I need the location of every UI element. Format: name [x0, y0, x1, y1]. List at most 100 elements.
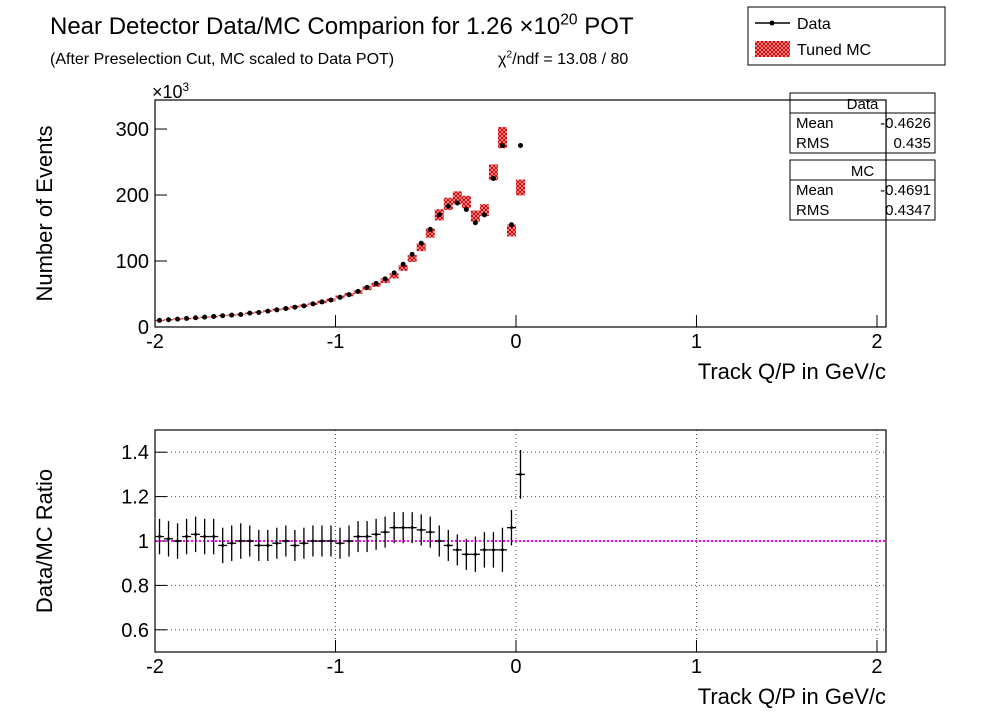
ratio-point	[302, 541, 306, 545]
x-tick-label: -1	[327, 656, 345, 678]
text-part: ×10	[152, 82, 183, 102]
mc-error-box	[452, 191, 462, 205]
data-point	[202, 314, 208, 320]
subtitle: (After Preselection Cut, MC scaled to Da…	[50, 51, 394, 68]
stats-value: -0.4691	[880, 182, 931, 199]
stats-value: 0.4347	[885, 202, 931, 219]
ratio-point	[266, 543, 270, 547]
legend-swatch	[755, 41, 790, 57]
x-tick-label: 2	[871, 656, 882, 678]
ratio-point	[338, 541, 342, 545]
x-tick-label: 0	[510, 656, 521, 678]
data-point	[481, 212, 487, 218]
ratio-point	[464, 552, 468, 556]
mc-error-box	[425, 228, 435, 238]
ratio-point	[392, 526, 396, 530]
ratio-point	[473, 552, 477, 556]
y-tick-label: 0.6	[121, 620, 149, 642]
superscript: 3	[183, 81, 190, 94]
data-point	[292, 304, 298, 310]
y-axis-title: Data/MC Ratio	[32, 469, 57, 613]
data-point	[238, 311, 244, 317]
data-point	[319, 299, 325, 305]
data-point	[229, 312, 235, 318]
data-point	[391, 270, 397, 276]
ratio-point	[311, 539, 315, 543]
data-point	[409, 251, 415, 257]
data-point	[445, 203, 451, 209]
y-tick-label: 1	[138, 531, 149, 553]
data-point	[382, 276, 388, 282]
data-point	[490, 176, 496, 182]
mc-error-box	[416, 243, 426, 252]
text-part: POT	[578, 13, 634, 40]
ratio-point	[419, 528, 423, 532]
data-point	[247, 310, 253, 316]
y-axis-title: Number of Events	[32, 125, 57, 301]
ratio-point	[293, 543, 297, 547]
data-point	[166, 317, 172, 323]
plot-frame	[154, 99, 887, 328]
ratio-point	[500, 548, 504, 552]
data-point	[436, 212, 442, 218]
x-tick-label: 1	[691, 656, 702, 678]
mc-error-box	[398, 264, 408, 271]
y-tick-label: 200	[116, 185, 149, 207]
data-point	[301, 303, 307, 309]
x-tick-label: 1	[691, 331, 702, 353]
ratio-point	[446, 543, 450, 547]
y-multiplier: ×103	[152, 81, 189, 102]
x-tick-label: 2	[871, 331, 882, 353]
data-point	[499, 143, 505, 149]
stats-title: Data	[847, 96, 879, 113]
ratio-point	[275, 541, 279, 545]
mc-error-box	[389, 273, 399, 279]
data-point	[211, 313, 217, 319]
stats-box	[789, 159, 936, 221]
y-tick-label: 0	[138, 317, 149, 339]
x-axis-title: Track Q/P in GeV/c	[698, 359, 886, 384]
data-point	[463, 207, 469, 213]
data-point	[328, 297, 334, 303]
x-tick-label: -2	[146, 656, 164, 678]
mc-error-box	[497, 127, 507, 149]
chart-title: Near Detector Data/MC Comparion for 1.26…	[50, 11, 634, 40]
stats-value: 0.435	[893, 135, 931, 152]
chi2-label: χ2/ndf = 13.08 / 80	[498, 50, 628, 68]
ratio-point	[428, 530, 432, 534]
ratio-point	[374, 532, 378, 536]
ratio-point	[248, 539, 252, 543]
ratio-point	[383, 530, 387, 534]
text-part: Near Detector Data/MC Comparion for 1.26…	[50, 13, 560, 40]
ratio-point	[437, 539, 441, 543]
x-tick-label: -2	[146, 331, 164, 353]
stats-key: RMS	[796, 202, 829, 219]
y-tick-label: 300	[116, 119, 149, 141]
ratio-point	[329, 539, 333, 543]
ratio-point	[158, 535, 162, 539]
ratio-point	[194, 532, 198, 536]
data-point	[193, 315, 199, 321]
text-part: /ndf = 13.08 / 80	[512, 51, 628, 68]
ratio-point	[482, 548, 486, 552]
text-part: χ	[498, 51, 507, 68]
ratio-point	[203, 535, 207, 539]
data-point	[373, 280, 379, 286]
y-tick-label: 1.2	[121, 487, 149, 509]
ratio-point	[212, 535, 216, 539]
mc-error-box	[470, 210, 480, 222]
legend-marker	[769, 20, 775, 26]
stats-value: -0.4626	[880, 115, 931, 132]
y-tick-label: 0.8	[121, 575, 149, 597]
data-point	[184, 315, 190, 321]
mc-error-box	[506, 224, 516, 237]
ratio-point	[347, 539, 351, 543]
ratio-point	[284, 539, 288, 543]
ratio-point	[519, 472, 522, 476]
data-point	[508, 222, 514, 228]
ratio-point	[365, 535, 369, 539]
data-point	[175, 316, 181, 322]
data-point	[337, 294, 343, 300]
data-point	[454, 200, 460, 206]
superscript: 20	[560, 11, 578, 28]
